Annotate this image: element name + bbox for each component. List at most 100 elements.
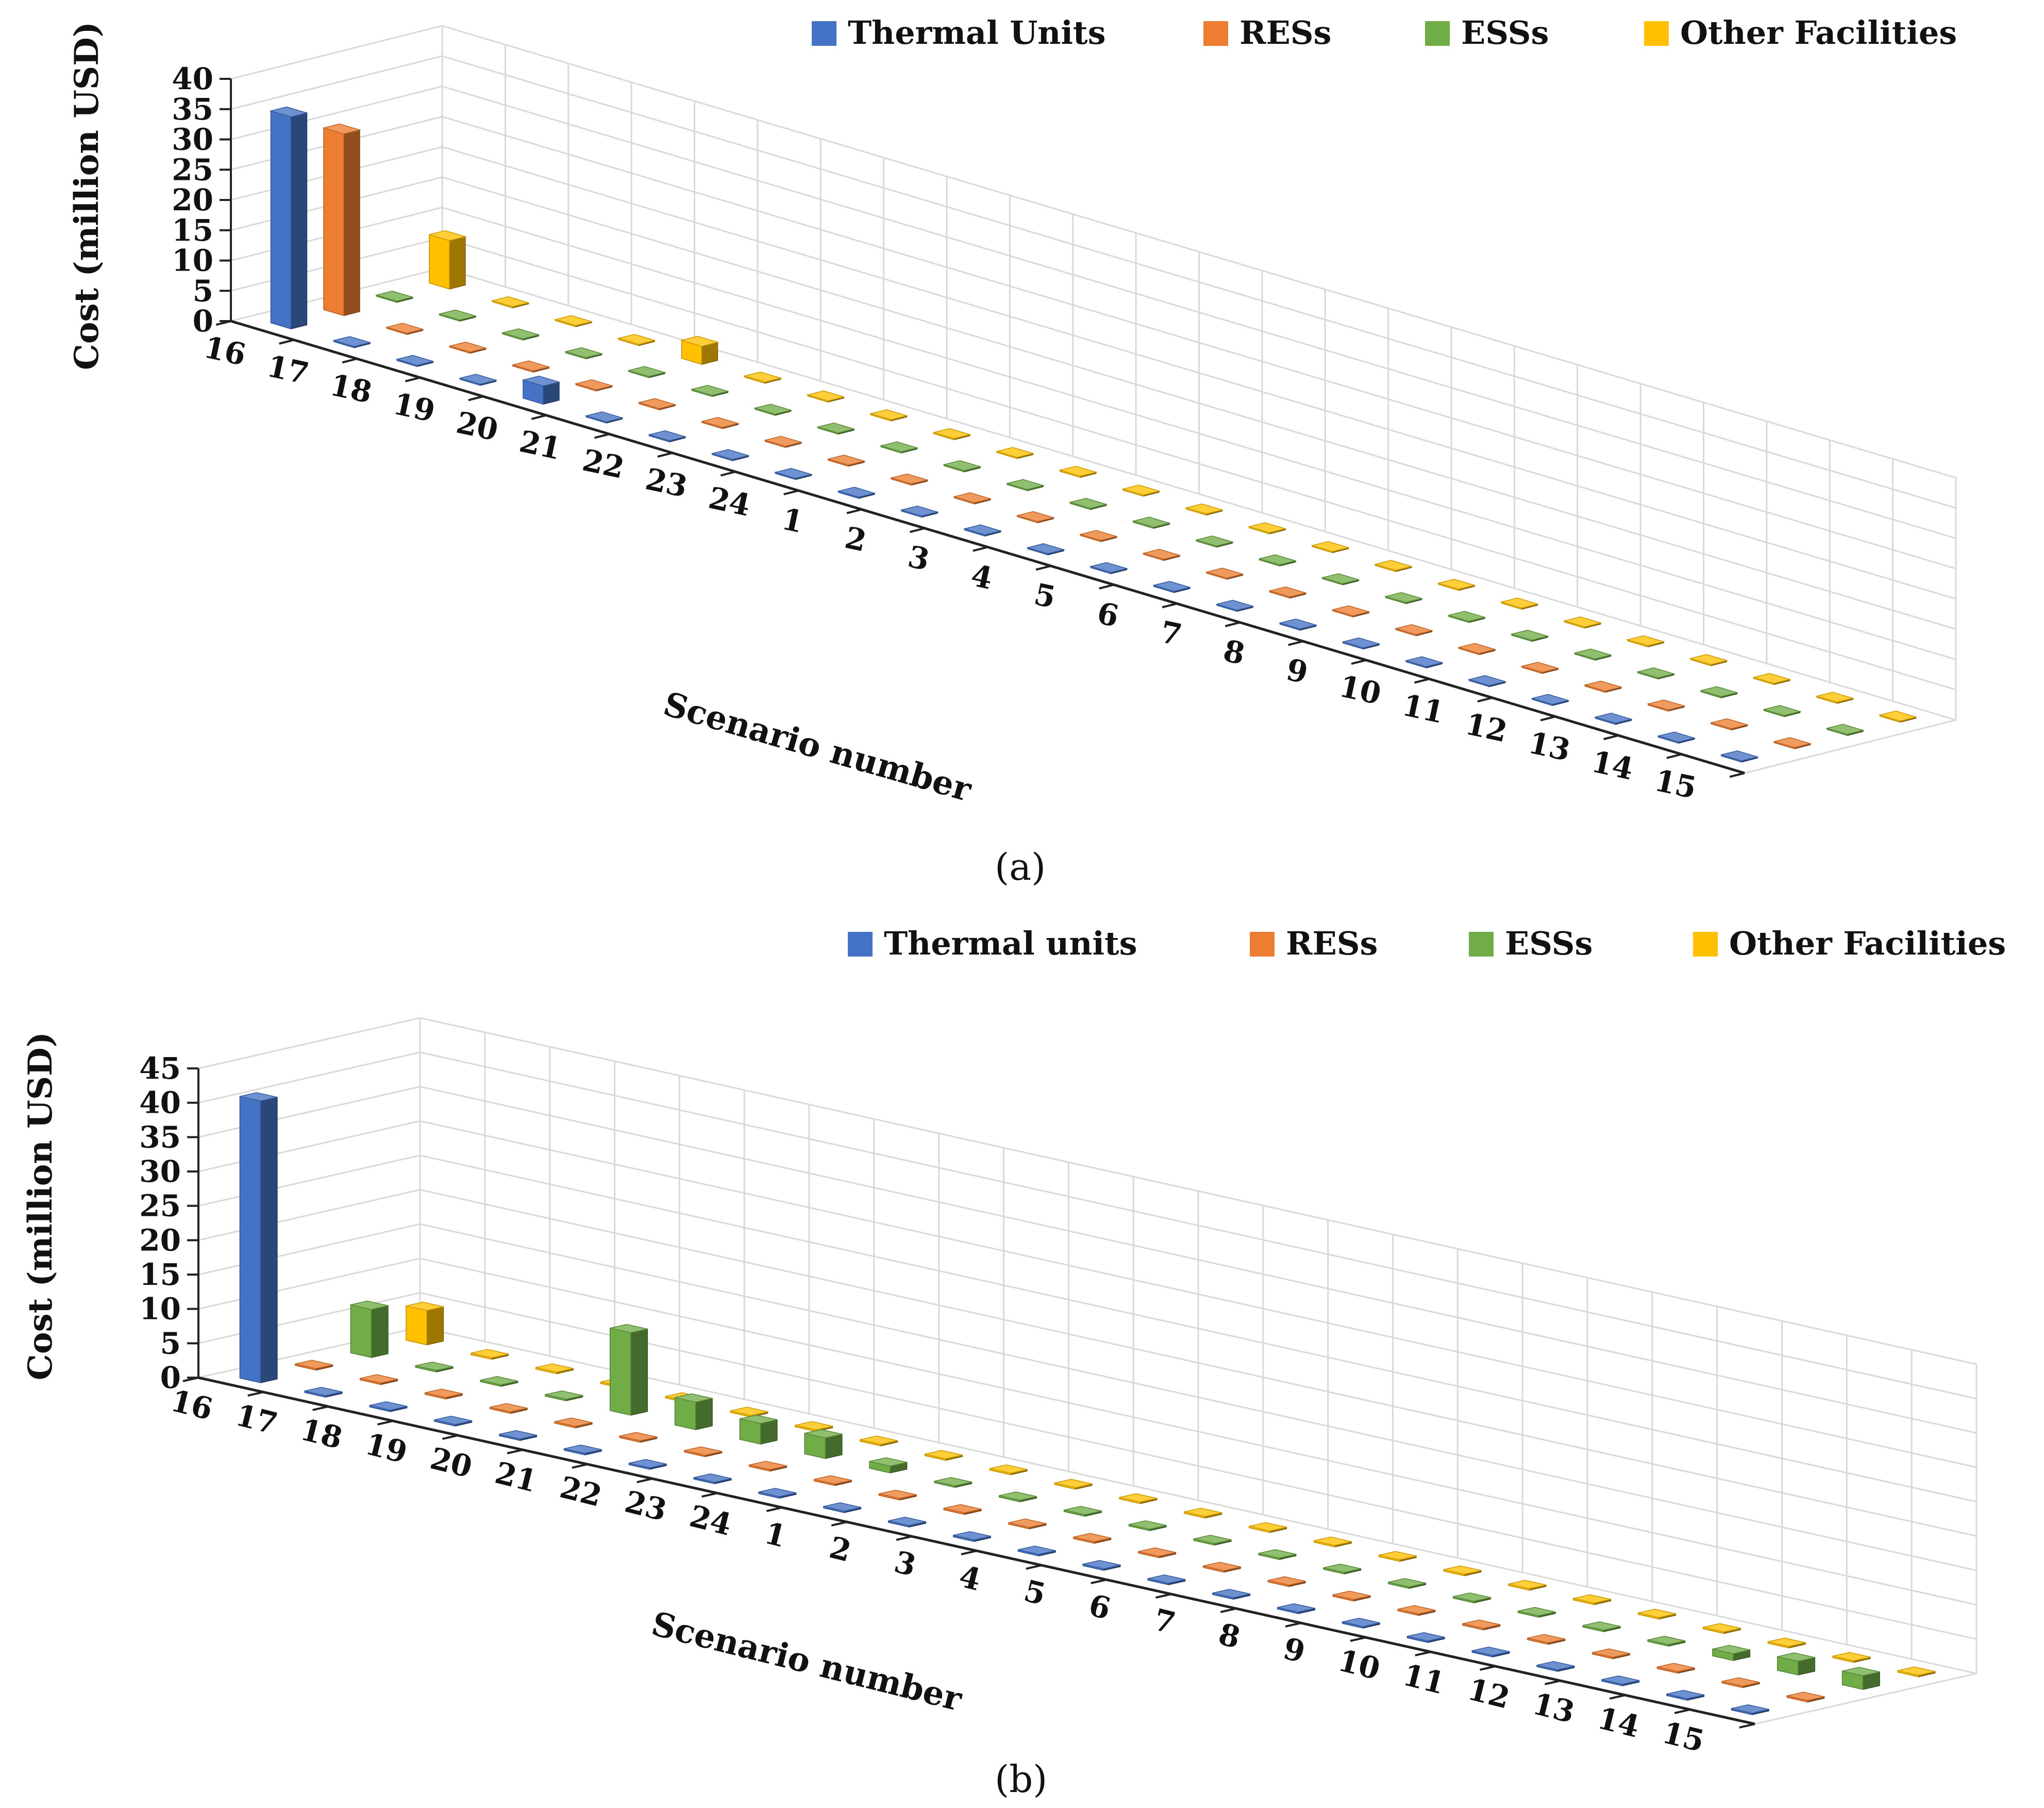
bar-esss-12 [1647, 1635, 1686, 1647]
bar-top-face [1437, 579, 1476, 590]
bar-ress-23 [763, 436, 803, 448]
x-tick-label: 7 [1157, 614, 1185, 653]
bar-other-facilities-12 [1689, 654, 1729, 666]
x-tick-label: 21 [492, 1455, 541, 1499]
x-tick-label: 6 [1085, 1587, 1114, 1627]
bar-esss-24 [879, 441, 919, 454]
y-tick-label: 35 [139, 1119, 181, 1154]
bar-esss-7 [1323, 1563, 1362, 1575]
bar-ress-1 [878, 1489, 917, 1501]
x-tick-label: 1 [761, 1515, 790, 1554]
bar-top-face [1573, 1594, 1611, 1604]
y-tick-label: 20 [172, 182, 213, 217]
bar-other-facilities-16 [428, 230, 467, 290]
bar-top-face [1508, 1580, 1546, 1589]
bar-esss-1 [943, 460, 982, 473]
x-axis-tick [1480, 1665, 1496, 1671]
bar-top-face [1583, 1621, 1620, 1631]
bar-thermal-units-5 [1082, 1560, 1121, 1571]
bar-thermal-units-10 [1406, 1632, 1445, 1643]
bar-esss-22 [753, 404, 793, 416]
bar-esss-23 [816, 422, 856, 435]
bar-esss-13 [1699, 686, 1739, 699]
y-tick-label: 0 [160, 1360, 181, 1395]
y-tick-label: 10 [139, 1292, 181, 1327]
bar-ress-5 [1142, 548, 1181, 561]
bar-other-facilities-8 [1437, 579, 1476, 591]
x-tick-label: 6 [1094, 595, 1122, 634]
bar-esss-2 [1006, 479, 1045, 492]
bar-other-facilities-21 [743, 372, 782, 384]
bar-thermal-units-16 [269, 106, 309, 330]
legend-swatch [1693, 932, 1718, 957]
bar-ress-19 [489, 1403, 528, 1414]
floor-edge [1744, 719, 1956, 774]
bar-other-facilities-14 [1832, 1652, 1871, 1663]
bar-other-facilities-5 [1248, 1522, 1287, 1533]
x-tick-label: 24 [706, 480, 753, 523]
x-axis-title: Scenario number [659, 684, 976, 809]
bar-top-face [322, 123, 361, 135]
bar-top-face [1573, 648, 1613, 660]
bar-esss-18 [480, 1376, 518, 1387]
x-axis-tick [594, 433, 610, 439]
bar-side-face [695, 1398, 713, 1430]
bar-top-face [763, 436, 803, 447]
bar-thermal-units-23 [711, 449, 750, 461]
bar-esss-6 [1258, 1549, 1297, 1560]
bar-top-face [1138, 1547, 1176, 1557]
x-axis-tick [1674, 1709, 1690, 1714]
bar-top-face [395, 355, 434, 366]
x-tick-label: 23 [643, 461, 691, 504]
bar-esss-10 [1510, 629, 1549, 642]
bar-top-face [1277, 1603, 1315, 1613]
bar-esss-9 [1447, 611, 1486, 623]
bar-ress-13 [1656, 1663, 1695, 1674]
bar-top-face [448, 341, 488, 353]
bar-top-face [1636, 667, 1676, 678]
y-tick-label: 5 [193, 273, 213, 308]
bar-top-face [1379, 1551, 1417, 1561]
x-axis-tick [1288, 640, 1303, 646]
gridline-side [230, 25, 443, 80]
bar-top-face [385, 323, 425, 334]
legend-swatch [1644, 21, 1669, 46]
bar-top-face [1722, 1677, 1760, 1687]
bar-top-face [900, 506, 939, 516]
gridline-side [198, 1292, 421, 1344]
legend-swatch [1425, 21, 1450, 46]
x-tick-label: 13 [1526, 725, 1573, 768]
bar-top-face [711, 449, 750, 460]
bar-other-facilities-6 [1313, 1536, 1352, 1548]
legend-label: RESs [1239, 14, 1331, 52]
x-axis-tick [507, 1449, 523, 1454]
bar-top-face [1194, 1534, 1231, 1544]
bar-other-facilities-21 [730, 1407, 768, 1418]
bar-top-face [675, 1393, 713, 1403]
bar-esss-21 [690, 384, 730, 397]
bar-top-face [1121, 484, 1161, 496]
bar-top-face [1152, 581, 1192, 592]
bar-side-face [449, 236, 466, 290]
x-axis-tick [1609, 1694, 1626, 1700]
bar-top-face [1638, 1609, 1676, 1618]
bar-top-face [490, 1403, 528, 1413]
bar-side-face [825, 1433, 843, 1459]
bar-top-face [1563, 616, 1602, 628]
bar-top-face [1016, 511, 1055, 522]
bar-top-face [963, 524, 1002, 535]
y-axis-title: Cost (million USD) [68, 22, 106, 370]
bar-top-face [700, 417, 740, 428]
bar-top-face [434, 1415, 472, 1425]
bar-top-face [1531, 694, 1570, 705]
x-tick-label: 24 [686, 1498, 735, 1543]
bar-top-face [758, 1487, 796, 1497]
bar-other-facilities-2 [1058, 465, 1098, 478]
x-tick-label: 7 [1150, 1602, 1179, 1641]
gridline-side [198, 1120, 421, 1173]
bar-top-face [990, 1464, 1028, 1474]
bar-other-facilities-4 [1184, 1508, 1222, 1519]
bar-top-face [1500, 597, 1539, 609]
bar-top-face [1520, 662, 1560, 673]
bar-thermal-units-16 [239, 1092, 278, 1383]
